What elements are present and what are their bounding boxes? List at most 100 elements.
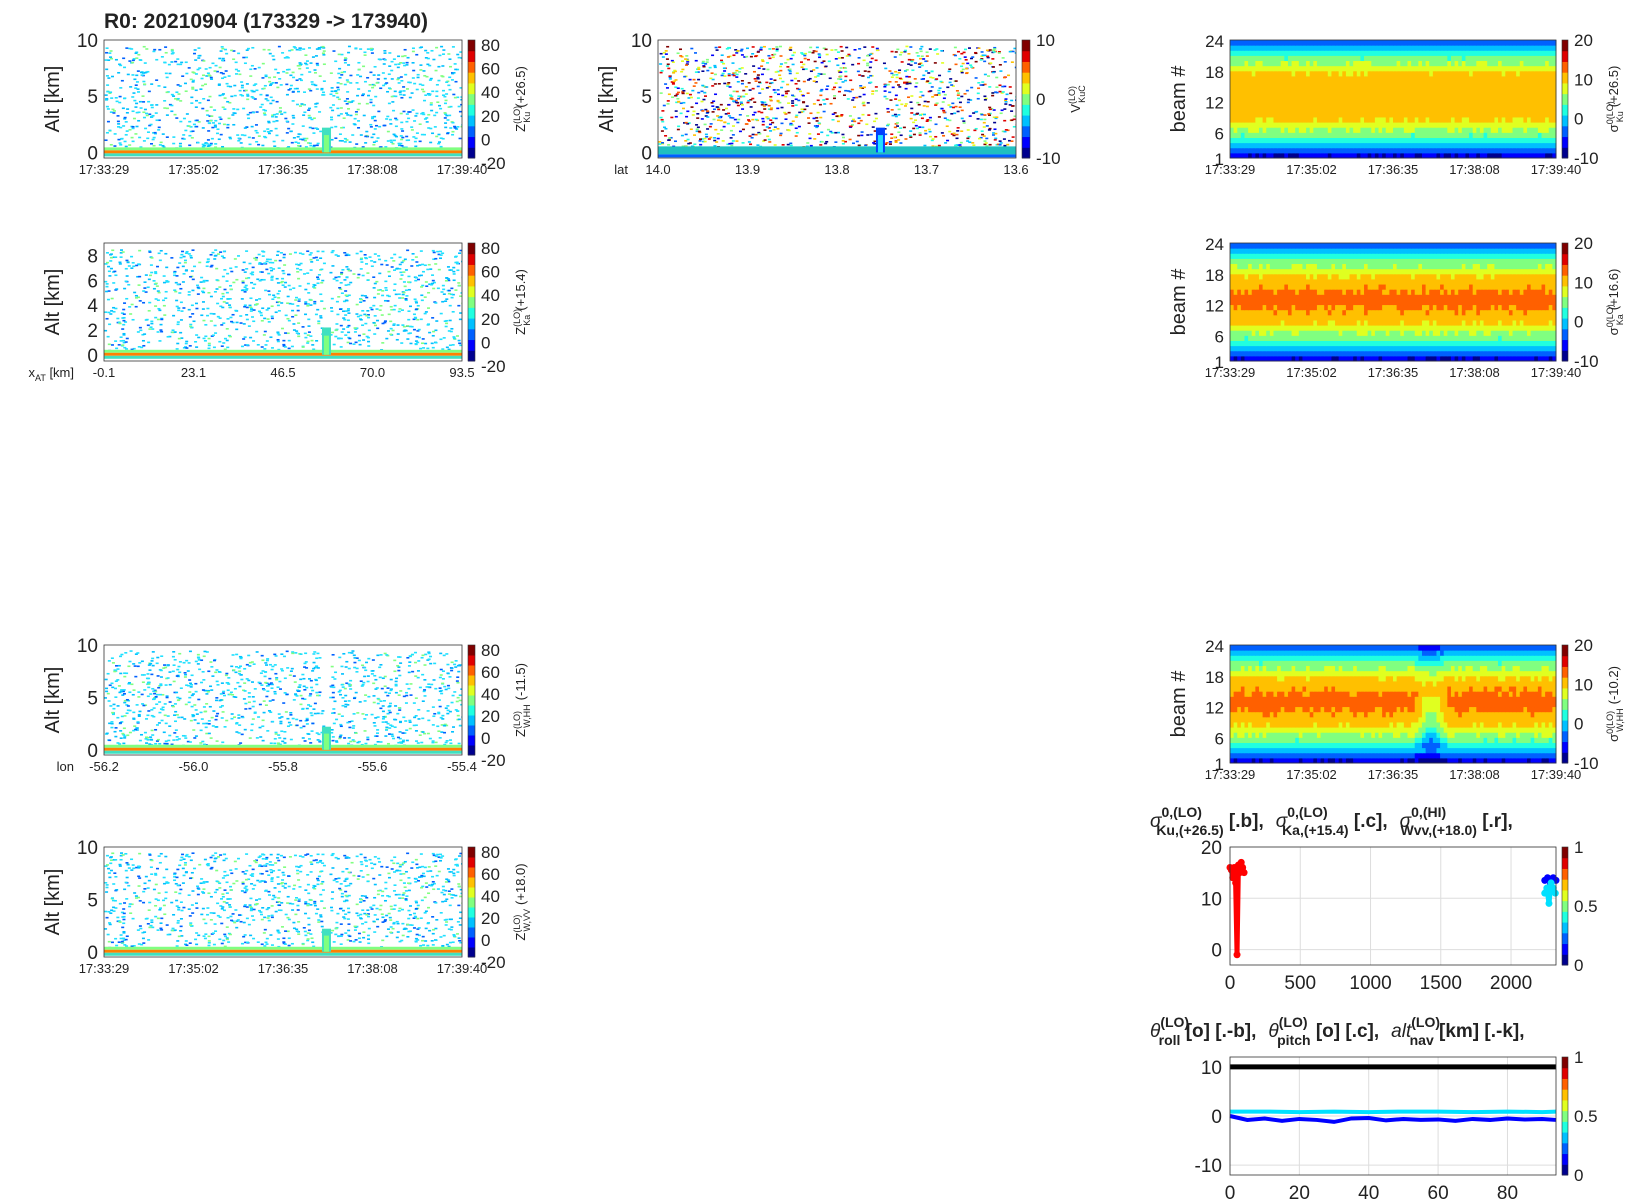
echo-pixel <box>194 99 198 102</box>
beam-cell <box>1280 40 1285 46</box>
echo-pixel <box>307 331 311 333</box>
beam-cell <box>1534 45 1539 51</box>
beam-cell <box>1320 147 1325 154</box>
beam-cell <box>1277 81 1282 87</box>
echo-pixel <box>276 72 280 74</box>
echo-pixel <box>243 127 247 129</box>
echo-pixel <box>814 50 818 53</box>
beam-cell <box>1523 55 1528 62</box>
beam-cell <box>1541 86 1546 92</box>
beam-cell <box>1364 70 1369 77</box>
echo-pixel <box>980 58 984 60</box>
echo-pixel <box>333 90 337 93</box>
echo-pixel <box>372 133 376 136</box>
beam-cell <box>1345 142 1351 149</box>
beam-cell <box>1237 122 1242 128</box>
echo-pixel <box>439 312 443 315</box>
echo-pixel <box>428 283 432 286</box>
echo-pixel <box>349 74 353 77</box>
echo-pixel <box>797 80 801 82</box>
echo-pixel <box>340 331 344 333</box>
beam-cell <box>1255 132 1260 138</box>
beam-cell <box>1519 142 1524 149</box>
beam-cell <box>1436 106 1441 113</box>
echo-pixel <box>662 51 666 54</box>
echo-pixel <box>227 117 231 120</box>
beam-cell <box>1371 45 1376 51</box>
echo-pixel <box>442 53 446 55</box>
beam-cell <box>1505 91 1510 97</box>
echo-pixel <box>398 256 402 259</box>
beam-cell <box>1335 86 1340 92</box>
colorbar-segment <box>468 104 475 116</box>
beam-cell <box>1262 101 1267 108</box>
echo-pixel <box>910 107 914 110</box>
beam-cell <box>1516 147 1521 154</box>
beam-cell <box>1523 50 1528 56</box>
beam-cell <box>1371 147 1376 154</box>
beam-cell <box>1483 137 1488 144</box>
echo-pixel <box>347 108 351 110</box>
echo-pixel <box>1015 99 1016 101</box>
beam-cell <box>1233 137 1238 144</box>
echo-pixel <box>376 327 380 330</box>
echo-pixel <box>984 142 988 144</box>
beam-cell <box>1313 91 1318 97</box>
beam-cell <box>1541 65 1546 72</box>
beam-cell <box>1345 111 1351 118</box>
beam-cell <box>1411 45 1416 51</box>
beam-cell <box>1233 142 1238 149</box>
beam-cell <box>1425 142 1430 149</box>
beam-cell <box>1248 122 1253 128</box>
beam-cell <box>1353 75 1358 82</box>
beam-cell <box>1440 50 1445 56</box>
echo-pixel <box>760 103 764 106</box>
echo-pixel <box>969 57 973 60</box>
echo-pixel <box>684 133 688 136</box>
echo-pixel <box>142 101 146 103</box>
beam-cell <box>1505 137 1510 144</box>
beam-cell <box>1505 86 1510 92</box>
beam-cell <box>1425 116 1430 123</box>
echo-pixel <box>283 111 287 114</box>
echo-pixel <box>179 120 183 123</box>
beam-cell <box>1258 106 1264 113</box>
echo-pixel <box>815 126 819 129</box>
beam-cell <box>1378 96 1383 103</box>
echo-pixel <box>746 115 750 117</box>
echo-pixel <box>772 89 776 91</box>
beam-cell <box>1541 81 1546 87</box>
beam-cell <box>1230 122 1235 128</box>
echo-pixel <box>290 141 294 144</box>
beam-cell <box>1331 101 1336 108</box>
y-tick-label: 6 <box>1215 124 1224 143</box>
beam-cell <box>1530 116 1535 123</box>
echo-pixel <box>233 94 237 97</box>
echo-pixel <box>907 63 911 65</box>
beam-cell <box>1534 127 1539 133</box>
echo-pixel <box>681 92 685 95</box>
echo-pixel <box>789 57 793 60</box>
echo-pixel <box>741 142 745 144</box>
echo-pixel <box>109 56 113 58</box>
echo-pixel <box>255 131 259 134</box>
echo-pixel <box>209 143 213 146</box>
echo-pixel <box>369 123 373 126</box>
echo-pixel <box>769 95 773 98</box>
echo-pixel <box>222 123 226 126</box>
echo-pixel <box>225 291 229 294</box>
beam-cell <box>1230 81 1235 87</box>
beam-cell <box>1251 116 1256 123</box>
beam-cell <box>1237 116 1242 123</box>
y-tick-label: 18 <box>1205 63 1224 82</box>
beam-cell <box>1324 132 1329 138</box>
echo-pixel <box>343 71 347 73</box>
echo-pixel <box>898 69 902 72</box>
beam-cell <box>1512 147 1517 154</box>
beam-cell <box>1523 142 1528 149</box>
beam-cell <box>1418 152 1423 159</box>
echo-pixel <box>251 46 255 49</box>
beam-cell <box>1273 116 1278 123</box>
echo-pixel <box>960 109 964 112</box>
beam-cell <box>1269 40 1274 46</box>
